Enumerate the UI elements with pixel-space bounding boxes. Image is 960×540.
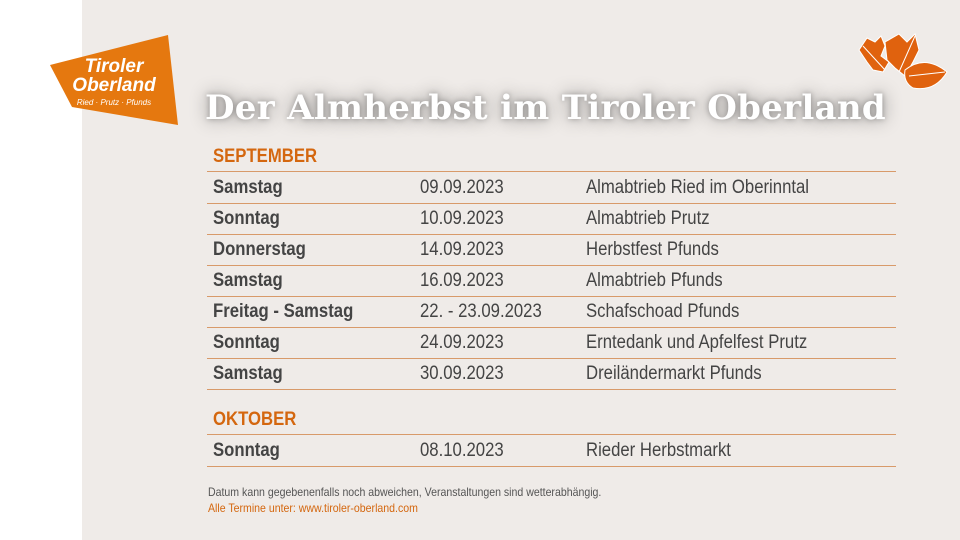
event-date: 14.09.2023 [420, 239, 504, 260]
divider [207, 171, 896, 172]
event-row: Sonntag 24.09.2023 Erntedank und Apfelfest… [207, 327, 896, 359]
event-name: Rieder Herbstmarkt [586, 440, 731, 461]
event-row: Donnerstag 14.09.2023 Herbstfest Pfunds [207, 234, 896, 266]
event-day: Sonntag [213, 440, 280, 461]
month-heading-oktober: OKTOBER [213, 409, 297, 430]
event-name: Erntedank und Apfelfest Prutz [586, 332, 808, 353]
logo-line2: Oberland [72, 75, 156, 96]
event-date: 10.09.2023 [420, 208, 504, 229]
event-name: Schafschoad Pfunds [586, 301, 740, 322]
event-row: Freitag - Samstag 22. - 23.09.2023 Schafsc… [207, 296, 896, 328]
logo-tagline: Ried · Prutz · Pfunds [76, 98, 152, 107]
event-day: Donnerstag [213, 239, 306, 260]
month-heading-september: SEPTEMBER [213, 146, 318, 167]
event-name: Almabtrieb Prutz [586, 208, 710, 229]
autumn-leaves-icon [855, 32, 950, 99]
website-link[interactable]: Alle Termine unter: www.tiroler-oberland… [208, 501, 418, 515]
event-day: Sonntag [213, 208, 280, 229]
event-name: Herbstfest Pfunds [586, 239, 719, 260]
event-date: 24.09.2023 [420, 332, 504, 353]
disclaimer-note: Datum kann gegebenenfalls noch abweichen… [208, 485, 602, 499]
event-name: Almabtrieb Pfunds [586, 270, 723, 291]
event-row: Samstag 16.09.2023 Almabtrieb Pfunds [207, 265, 896, 297]
event-day: Samstag [213, 270, 283, 291]
event-day: Samstag [213, 177, 283, 198]
event-name: Almabtrieb Ried im Oberinntal [586, 177, 810, 198]
event-row: Samstag 09.09.2023 Almabtrieb Ried im Ober… [207, 172, 896, 204]
event-day: Sonntag [213, 332, 280, 353]
event-row: Sonntag 08.10.2023 Rieder Herbstmarkt [207, 435, 896, 467]
event-day: Freitag - Samstag [213, 301, 354, 322]
logo-line1: Tiroler [84, 56, 144, 77]
event-date: 30.09.2023 [420, 363, 504, 384]
background-panel [82, 0, 960, 540]
event-day: Samstag [213, 363, 283, 384]
event-date: 09.09.2023 [420, 177, 504, 198]
divider [207, 434, 896, 435]
event-date: 22. - 23.09.2023 [420, 301, 542, 322]
event-row: Sonntag 10.09.2023 Almabtrieb Prutz [207, 203, 896, 235]
event-date: 08.10.2023 [420, 440, 504, 461]
event-row: Samstag 30.09.2023 Dreiländermarkt Pfunds [207, 358, 896, 390]
tiroler-oberland-logo: Tiroler Oberland Ried · Prutz · Pfunds [50, 35, 180, 125]
event-date: 16.09.2023 [420, 270, 504, 291]
event-name: Dreiländermarkt Pfunds [586, 363, 762, 384]
page-title: Der Almherbst im Tiroler Oberland [205, 88, 886, 128]
